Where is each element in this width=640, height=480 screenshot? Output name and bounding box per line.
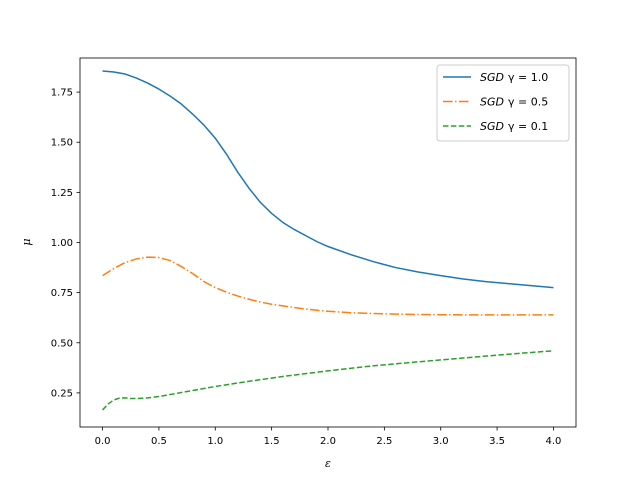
legend-label-method: SGD bbox=[480, 96, 504, 109]
y-tick-label: 0.75 bbox=[51, 288, 73, 299]
x-tick-label: 2.5 bbox=[376, 436, 392, 447]
legend-label-2: SGD γ = 0.5 bbox=[480, 96, 548, 109]
legend-label-3: SGD γ = 0.1 bbox=[480, 120, 548, 133]
x-tick-label: 3.0 bbox=[433, 436, 449, 447]
x-tick-label: 4.0 bbox=[546, 436, 562, 447]
x-tick-label: 0.0 bbox=[95, 436, 111, 447]
legend: SGD γ = 1.0 SGD γ = 0.5 SGD γ = 0.1 bbox=[436, 64, 570, 142]
series-line-3 bbox=[102, 350, 554, 411]
y-axis-label: μ bbox=[20, 238, 33, 245]
x-tick-label: 3.5 bbox=[489, 436, 505, 447]
y-axis: 0.25 0.50 0.75 1.00 1.25 1.50 1.75 bbox=[51, 88, 80, 399]
legend-box bbox=[436, 64, 570, 142]
y-tick-label: 1.75 bbox=[51, 88, 73, 99]
x-axis-label: ε bbox=[325, 457, 331, 470]
legend-label-gamma: γ = 0.5 bbox=[508, 96, 548, 109]
series-line-1 bbox=[102, 70, 554, 289]
legend-label-1: SGD γ = 1.0 bbox=[480, 71, 548, 84]
x-tick-label: 0.5 bbox=[151, 436, 167, 447]
legend-label-gamma: γ = 0.1 bbox=[508, 120, 548, 133]
y-tick-label: 1.00 bbox=[51, 238, 73, 249]
y-tick-label: 0.50 bbox=[51, 338, 73, 349]
x-axis: 0.0 0.5 1.0 1.5 2.0 2.5 3.0 3.5 4.0 bbox=[95, 427, 562, 447]
x-tick-label: 2.0 bbox=[320, 436, 336, 447]
legend-label-gamma: γ = 1.0 bbox=[508, 71, 548, 84]
series-line-2 bbox=[102, 256, 554, 316]
legend-label-method: SGD bbox=[480, 120, 504, 133]
y-tick-label: 0.25 bbox=[51, 388, 73, 399]
y-tick-label: 1.50 bbox=[51, 138, 73, 149]
series-layer bbox=[102, 70, 554, 411]
legend-label-method: SGD bbox=[480, 71, 504, 84]
x-tick-label: 1.5 bbox=[264, 436, 280, 447]
x-tick-label: 1.0 bbox=[207, 436, 223, 447]
y-tick-label: 1.25 bbox=[51, 188, 73, 199]
